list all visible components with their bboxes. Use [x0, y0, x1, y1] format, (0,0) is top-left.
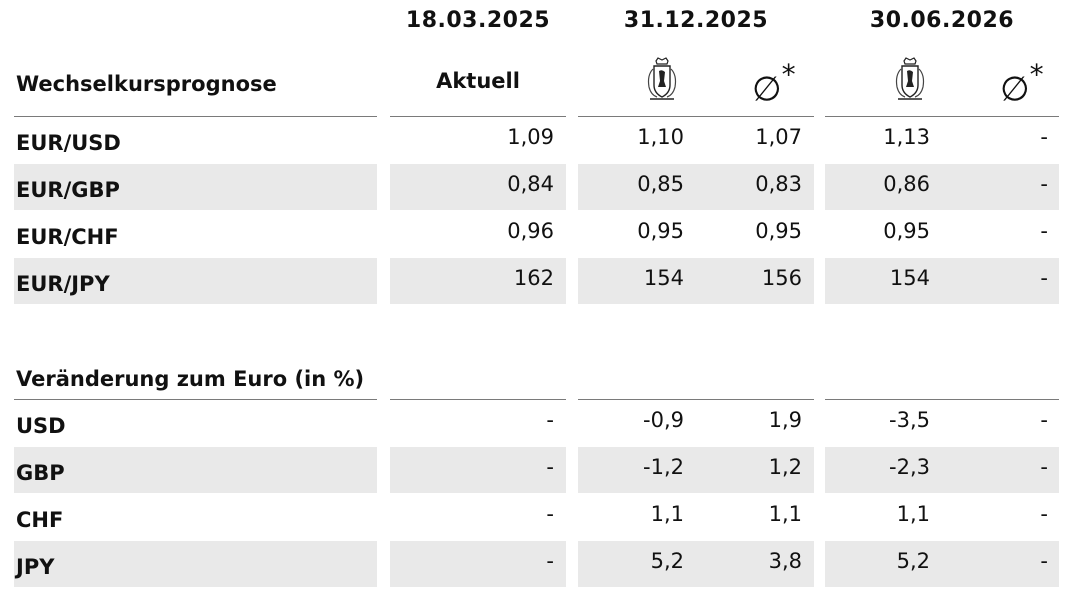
avg-consensus-header: ∅* — [752, 58, 796, 110]
col-header-current: Aktuell — [436, 69, 520, 93]
cell-d2-own: 5,2 — [896, 549, 930, 573]
cell-d2-own: -2,3 — [889, 455, 930, 479]
row-band — [14, 447, 377, 493]
header-rule — [14, 116, 377, 117]
cell-d1-own: 0,85 — [637, 172, 684, 196]
row-band — [825, 541, 1059, 587]
cell-d1-avg: 1,07 — [755, 125, 802, 149]
row-band — [578, 541, 814, 587]
cell-d1-avg: 1,1 — [768, 502, 802, 526]
cell-d2-own: 1,1 — [896, 502, 930, 526]
row-band — [14, 164, 377, 210]
avg-consensus-header: ∅* — [1000, 58, 1044, 110]
row-band — [390, 447, 566, 493]
row-label: USD — [16, 414, 66, 438]
date-header-current: 18.03.2025 — [405, 8, 551, 33]
cell-d1-own: 1,1 — [650, 502, 684, 526]
cell-current: 1,09 — [507, 125, 554, 149]
section-title-change: Veränderung zum Euro (in %) — [16, 367, 365, 391]
cell-current: - — [546, 455, 554, 479]
coat-of-arms-icon — [895, 57, 925, 100]
row-label: EUR/JPY — [16, 272, 110, 296]
cell-d1-avg: 1,9 — [768, 408, 802, 432]
cell-d1-avg: 156 — [761, 266, 802, 290]
cell-d2-avg: - — [1040, 266, 1048, 290]
header-rule — [390, 399, 566, 400]
cell-d2-own: 1,13 — [883, 125, 930, 149]
cell-d2-avg: - — [1040, 125, 1048, 149]
cell-current: - — [546, 408, 554, 432]
cell-current: 0,96 — [507, 219, 554, 243]
row-band — [578, 164, 814, 210]
cell-d1-own: 1,10 — [637, 125, 684, 149]
cell-d1-avg: 0,83 — [755, 172, 802, 196]
avg-star: * — [1029, 58, 1044, 91]
cell-d2-avg: - — [1040, 549, 1048, 573]
header-rule — [14, 399, 377, 400]
row-band — [825, 447, 1059, 493]
row-label: JPY — [16, 555, 55, 579]
cell-d2-avg: - — [1040, 172, 1048, 196]
cell-current: 162 — [513, 266, 554, 290]
row-band — [825, 164, 1059, 210]
cell-current: - — [546, 502, 554, 526]
cell-d2-own: 0,86 — [883, 172, 930, 196]
cell-d1-own: 0,95 — [637, 219, 684, 243]
coat-of-arms-icon — [647, 57, 677, 100]
cell-current: 0,84 — [507, 172, 554, 196]
row-band — [14, 258, 377, 304]
section-title-forecast: Wechselkursprognose — [16, 72, 277, 96]
date-header-mid: 31.12.2025 — [623, 8, 769, 33]
header-rule — [825, 399, 1059, 400]
cell-d2-own: -3,5 — [889, 408, 930, 432]
cell-d1-own: -1,2 — [643, 455, 684, 479]
cell-d2-avg: - — [1040, 408, 1048, 432]
cell-d2-avg: - — [1040, 455, 1048, 479]
header-rule — [390, 116, 566, 117]
row-label: EUR/GBP — [16, 178, 120, 202]
header-rule — [578, 399, 814, 400]
row-band — [390, 541, 566, 587]
cell-d1-own: -0,9 — [643, 408, 684, 432]
cell-d1-avg: 3,8 — [768, 549, 802, 573]
cell-d2-avg: - — [1040, 502, 1048, 526]
row-band — [578, 447, 814, 493]
header-rule — [825, 116, 1059, 117]
cell-d1-own: 154 — [643, 266, 684, 290]
cell-d2-own: 154 — [889, 266, 930, 290]
header-rule — [578, 116, 814, 117]
cell-current: - — [546, 549, 554, 573]
row-label: EUR/USD — [16, 131, 121, 155]
row-label: EUR/CHF — [16, 225, 119, 249]
row-label: CHF — [16, 508, 64, 532]
avg-symbol: ∅ — [752, 69, 782, 110]
row-band — [390, 258, 566, 304]
cell-d2-own: 0,95 — [883, 219, 930, 243]
cell-d1-own: 5,2 — [650, 549, 684, 573]
cell-d1-avg: 1,2 — [768, 455, 802, 479]
row-band — [825, 258, 1059, 304]
row-label: GBP — [16, 461, 65, 485]
cell-d1-avg: 0,95 — [755, 219, 802, 243]
row-band — [14, 541, 377, 587]
row-band — [390, 164, 566, 210]
cell-d2-avg: - — [1040, 219, 1048, 243]
avg-symbol: ∅ — [1000, 69, 1030, 110]
avg-star: * — [781, 58, 796, 91]
row-band — [578, 258, 814, 304]
date-header-end: 30.06.2026 — [869, 8, 1015, 33]
